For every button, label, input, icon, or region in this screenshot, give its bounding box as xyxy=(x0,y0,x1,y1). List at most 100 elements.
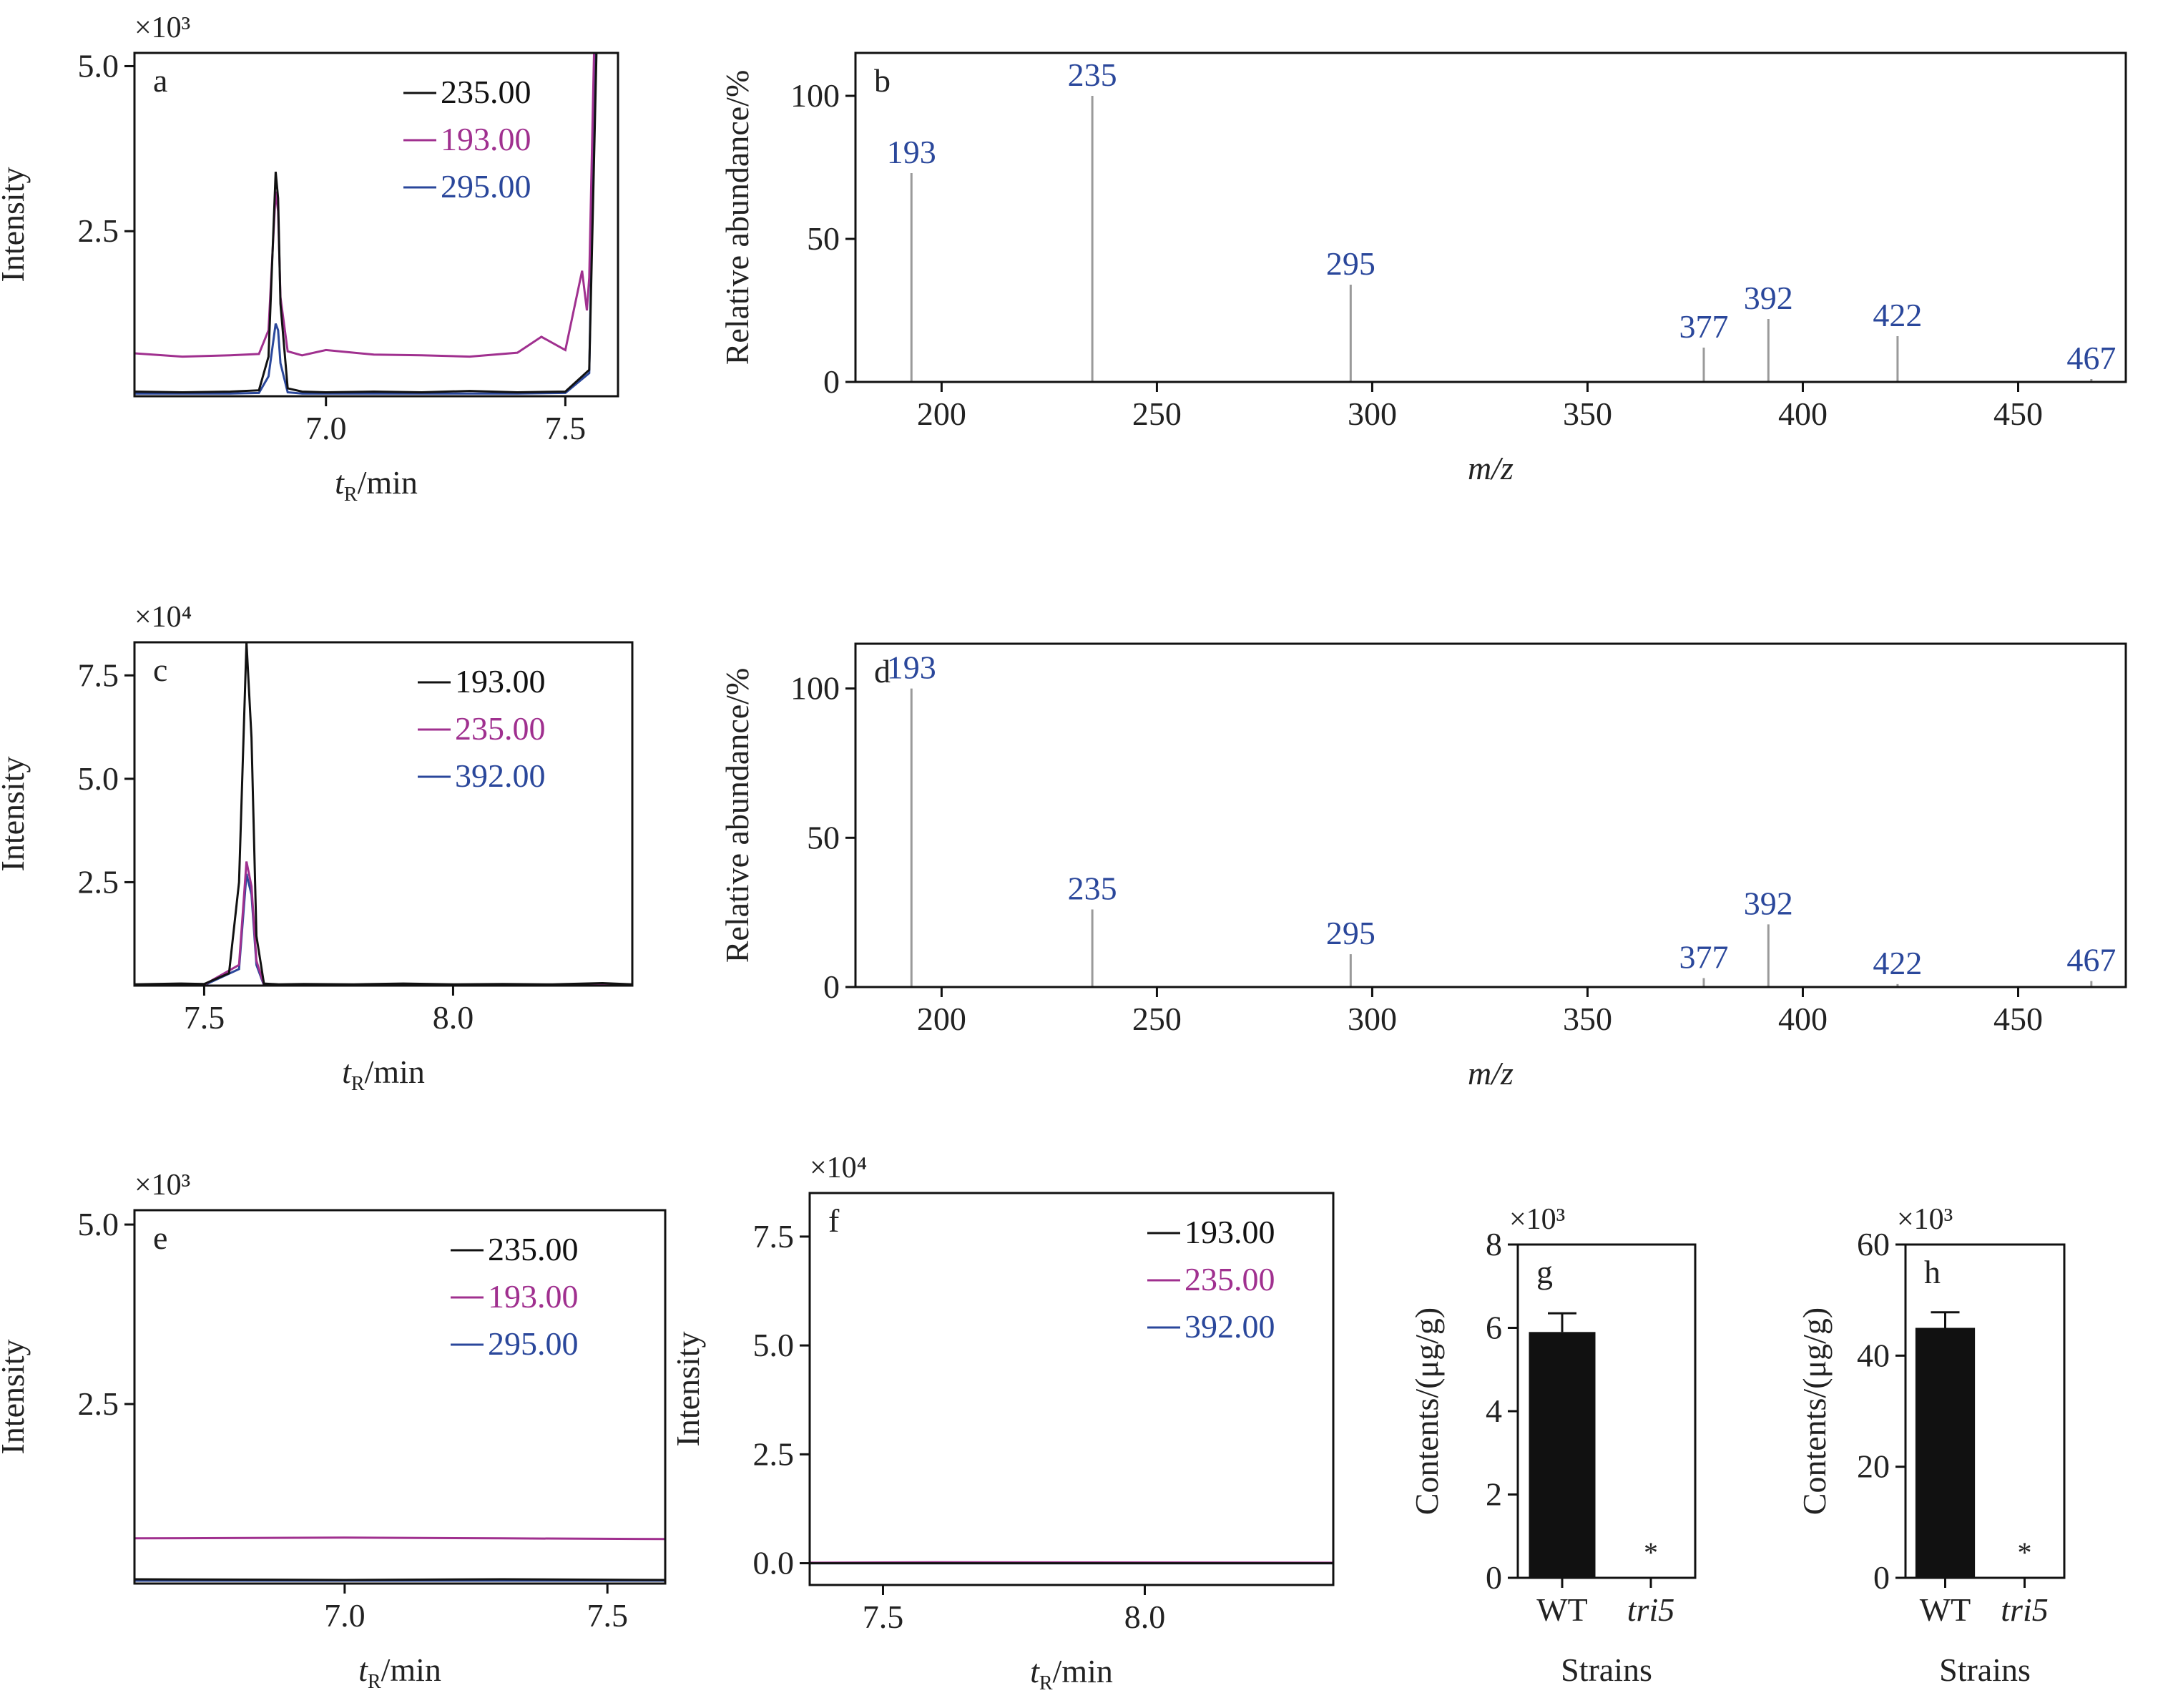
peak-label-d-1: 235 xyxy=(1068,870,1117,906)
y-tick-label-h: 0 xyxy=(1873,1559,1890,1596)
bar-h-0 xyxy=(1915,1327,1976,1578)
y-tick-label-b: 0 xyxy=(823,363,840,400)
y-axis-label-e: Intensity xyxy=(0,1340,31,1455)
x-tick-label-d: 350 xyxy=(1563,1001,1612,1037)
x-tick-label-b: 300 xyxy=(1348,396,1397,432)
panel-d: 193 235 295 377 392 422 467 0 50 100 200 250 300 350 4… xyxy=(719,642,2127,1091)
axes-frame-c xyxy=(133,641,634,987)
x-axis-label-main: t xyxy=(358,1651,368,1688)
axes-frame-h xyxy=(1904,1243,2066,1579)
legend-label-e-1: 193.00 xyxy=(488,1278,579,1315)
peak-label-d-3: 377 xyxy=(1679,938,1729,975)
multiplier-label-a: ×10³ xyxy=(134,11,190,44)
y-tick-label-f: 2.5 xyxy=(753,1435,795,1472)
bar-g-0 xyxy=(1529,1332,1596,1578)
panel-label-f: f xyxy=(828,1202,840,1239)
legend-label-e-0: 235.00 xyxy=(488,1231,579,1267)
x-axis-label-c: tR/min xyxy=(342,1054,425,1095)
series-line-a-2 xyxy=(134,53,600,395)
x-tick-label-a: 7.0 xyxy=(305,410,347,446)
x-axis-label-f: tR/min xyxy=(1030,1653,1113,1694)
y-tick-label-g: 8 xyxy=(1486,1226,1502,1262)
x-axis-label-unit: /min xyxy=(358,464,418,501)
panel-label-b: b xyxy=(874,62,891,99)
x-axis-label-sub: R xyxy=(368,1671,381,1693)
x-axis-label-g: Strains xyxy=(1561,1651,1652,1688)
x-tick-label-e: 7.0 xyxy=(324,1597,366,1634)
x-axis-label-unit: /min xyxy=(381,1651,441,1688)
y-tick-label-e: 5.0 xyxy=(78,1206,119,1242)
x-axis-label-h: Strains xyxy=(1939,1651,2031,1688)
x-axis-label-main: t xyxy=(1030,1653,1040,1689)
peak-label-d-5: 422 xyxy=(1873,945,1922,981)
y-axis-label-a: Intensity xyxy=(0,167,31,283)
y-tick-label-d: 50 xyxy=(807,819,840,855)
x-tick-label-f: 8.0 xyxy=(1124,1599,1166,1635)
x-tick-label-b: 200 xyxy=(917,396,966,432)
y-tick-label-f: 0.0 xyxy=(753,1545,795,1581)
y-axis-label-d: Relative abundance/% xyxy=(719,668,755,963)
legend-label-c-1: 235.00 xyxy=(455,710,546,747)
y-tick-label-b: 100 xyxy=(790,77,840,114)
axes-frame-f xyxy=(808,1192,1335,1586)
x-axis-label-b: m/z xyxy=(1468,450,1514,486)
y-tick-label-f: 5.0 xyxy=(753,1327,795,1363)
y-tick-label-f: 7.5 xyxy=(753,1218,795,1255)
peak-label-b-4: 392 xyxy=(1744,280,1793,316)
multiplier-label-e: ×10³ xyxy=(134,1169,190,1202)
legend-label-f-0: 193.00 xyxy=(1184,1214,1275,1250)
series-line-c-0 xyxy=(134,642,632,986)
multiplier-label-f: ×10⁴ xyxy=(810,1152,867,1184)
y-tick-label-c: 5.0 xyxy=(78,760,119,797)
y-tick-label-e: 2.5 xyxy=(78,1385,119,1422)
axes-frame-a xyxy=(133,51,619,398)
y-tick-label-g: 4 xyxy=(1486,1393,1502,1429)
significance-marker-g-1: * xyxy=(1644,1536,1658,1569)
y-axis-label-h: Contents/(μg/g) xyxy=(1796,1307,1833,1515)
x-tick-label-d: 250 xyxy=(1132,1001,1182,1037)
y-tick-label-d: 0 xyxy=(823,968,840,1005)
y-axis-label-g: Contents/(μg/g) xyxy=(1408,1307,1445,1515)
series-line-c-1 xyxy=(134,861,632,986)
panel-label-g: g xyxy=(1536,1254,1553,1290)
multiplier-label-h: ×10³ xyxy=(1897,1203,1953,1236)
y-tick-label-h: 40 xyxy=(1857,1337,1890,1373)
x-tick-label-d: 450 xyxy=(1993,1001,2043,1037)
y-axis-label-c: Intensity xyxy=(0,757,31,872)
multiplier-label-c: ×10⁴ xyxy=(134,601,192,634)
series-line-a-1 xyxy=(134,53,599,358)
peak-label-b-5: 422 xyxy=(1873,297,1922,333)
x-tick-label-d: 400 xyxy=(1778,1001,1828,1037)
legend-label-a-0: 235.00 xyxy=(441,74,531,110)
series-line-e-1 xyxy=(134,1536,665,1541)
x-tick-label-b: 350 xyxy=(1563,396,1612,432)
x-tick-label-f: 7.5 xyxy=(863,1599,904,1635)
y-tick-label-b: 50 xyxy=(807,220,840,257)
series-line-e-0 xyxy=(134,1578,665,1581)
peak-label-b-3: 377 xyxy=(1679,308,1729,345)
legend-label-a-1: 193.00 xyxy=(441,121,531,157)
x-tick-label-b: 250 xyxy=(1132,396,1182,432)
x-axis-label-main: t xyxy=(342,1054,352,1090)
peak-label-d-6: 467 xyxy=(2066,942,2116,978)
x-tick-label-c: 7.5 xyxy=(184,999,225,1036)
peak-label-d-0: 193 xyxy=(887,649,936,686)
category-label-g-0: WT xyxy=(1536,1591,1588,1628)
y-tick-label-c: 2.5 xyxy=(78,863,119,900)
x-axis-label-d: m/z xyxy=(1468,1055,1514,1091)
x-axis-label-sub: R xyxy=(351,1073,365,1095)
x-axis-label-a: tR/min xyxy=(335,464,418,506)
y-tick-label-g: 6 xyxy=(1486,1310,1502,1346)
x-tick-label-c: 8.0 xyxy=(433,999,474,1036)
panel-e: 2.5 5.0 7.0 7.5 Intensity tR/min e ×10³ 235.00 19… xyxy=(0,1169,667,1693)
x-axis-label-sub: R xyxy=(1039,1672,1053,1694)
panel-label-e: e xyxy=(153,1219,167,1256)
series-line-c-2 xyxy=(134,873,632,986)
panel-a: 2.5 5.0 7.0 7.5 Intensity tR/min a ×10³ 235.00 19… xyxy=(0,11,619,506)
x-axis-label-unit: /min xyxy=(1053,1653,1113,1689)
y-tick-label-c: 7.5 xyxy=(78,657,119,693)
peak-label-d-2: 295 xyxy=(1326,915,1375,951)
x-tick-label-a: 7.5 xyxy=(545,410,587,446)
peak-label-b-6: 467 xyxy=(2066,340,2116,376)
